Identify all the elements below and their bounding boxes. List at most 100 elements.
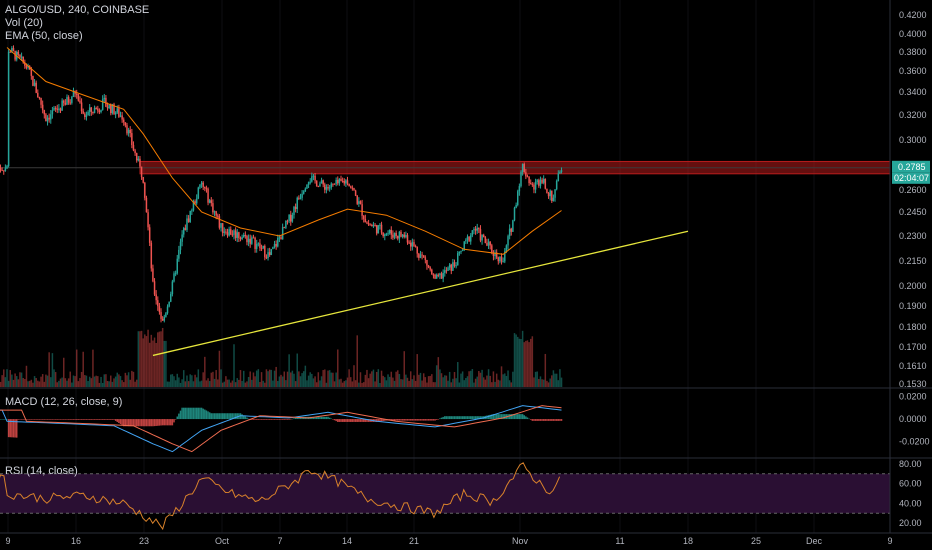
- price-pane[interactable]: [0, 0, 891, 533]
- last-price-label: 0.2785: [898, 162, 926, 172]
- volume-bar: [241, 380, 243, 387]
- macd-histogram-bar: [405, 419, 407, 421]
- volume-bar: [374, 381, 376, 387]
- candle-body: [398, 231, 401, 239]
- candle-body: [134, 150, 136, 154]
- volume-bar: [421, 380, 423, 387]
- candle-body: [356, 195, 358, 204]
- macd-histogram-bar: [445, 416, 448, 420]
- candle-body: [478, 227, 480, 230]
- macd-histogram-bar: [85, 419, 88, 420]
- macd-histogram-bar: [144, 419, 146, 427]
- volume-bar: [541, 379, 543, 387]
- volume-bar: [239, 370, 242, 387]
- volume-bar: [88, 376, 91, 387]
- volume-bar: [105, 374, 107, 387]
- macd-histogram-bar: [132, 419, 135, 427]
- volume-bar: [354, 380, 357, 387]
- candle-body: [244, 234, 247, 236]
- macd-histogram-bar: [447, 416, 449, 420]
- candle-body: [223, 231, 226, 233]
- macd-histogram-bar: [152, 419, 154, 427]
- volume-bar: [309, 372, 311, 387]
- candle-body: [72, 91, 75, 97]
- macd-histogram-bar: [230, 413, 232, 420]
- candle-body: [549, 190, 551, 197]
- macd-histogram-bar: [268, 419, 271, 420]
- volume-bar: [210, 372, 213, 387]
- macd-histogram-bar: [12, 419, 15, 438]
- volume-bar: [338, 379, 341, 387]
- macd-histogram-bar: [212, 413, 214, 420]
- candle-body: [528, 177, 530, 184]
- candle-body: [161, 318, 164, 321]
- volume-bar: [302, 371, 305, 387]
- volume-bar: [166, 381, 169, 387]
- candle-body: [301, 193, 303, 198]
- time-tick-label: 7: [277, 536, 282, 546]
- macd-histogram-bar: [457, 416, 459, 420]
- volume-bar: [507, 370, 509, 387]
- macd-histogram-bar: [286, 419, 289, 420]
- candle-body: [152, 268, 154, 282]
- volume-bar: [77, 381, 80, 387]
- macd-histogram-bar: [126, 419, 128, 427]
- volume-bar: [458, 382, 461, 387]
- volume-bar: [431, 374, 433, 387]
- macd-histogram-bar: [184, 407, 187, 420]
- macd-histogram-bar: [4, 419, 7, 420]
- macd-tick-label: -0.0200: [899, 437, 930, 447]
- volume-bar: [242, 370, 245, 387]
- macd-histogram-bar: [296, 417, 298, 420]
- candle-body: [246, 235, 248, 243]
- volume-bar: [54, 372, 57, 387]
- volume-bar: [200, 380, 203, 387]
- volume-bar: [291, 370, 294, 387]
- macd-pane[interactable]: [0, 405, 563, 453]
- volume-bar: [80, 371, 83, 387]
- macd-histogram-bar: [178, 413, 180, 420]
- volume-bar: [170, 374, 172, 387]
- macd-histogram-bar: [294, 417, 297, 420]
- candle-body: [429, 267, 431, 270]
- candle-body: [533, 184, 535, 190]
- macd-histogram-bar: [361, 419, 363, 422]
- candle-body: [90, 107, 93, 112]
- candle-body: [267, 252, 269, 259]
- macd-histogram-bar: [246, 417, 248, 420]
- candle-body: [103, 97, 106, 100]
- macd-histogram-bar: [419, 419, 422, 421]
- macd-histogram-bar: [421, 419, 423, 421]
- candle-body: [56, 108, 59, 110]
- volume-bar: [395, 371, 397, 387]
- volume-bar: [426, 382, 428, 387]
- candle-body: [210, 200, 213, 204]
- candle-body: [215, 211, 217, 216]
- volume-bar: [380, 370, 383, 387]
- candle-body: [189, 210, 191, 223]
- macd-histogram-bar: [191, 407, 193, 420]
- candle-body: [254, 237, 256, 249]
- macd-histogram-bar: [358, 419, 360, 422]
- candle-body: [481, 234, 483, 241]
- macd-histogram-bar: [518, 414, 521, 420]
- volume-bar: [508, 380, 511, 387]
- candle-body: [202, 182, 204, 187]
- candle-body: [349, 186, 352, 188]
- candle-body: [426, 259, 428, 266]
- volume-bar: [56, 382, 59, 387]
- macd-histogram-bar: [500, 414, 503, 420]
- candle-body: [160, 312, 162, 319]
- rsi-pane[interactable]: [0, 462, 890, 531]
- volume-bar: [275, 366, 277, 387]
- macd-histogram-bar: [247, 418, 250, 420]
- volume-bar: [14, 373, 16, 387]
- macd-histogram-bar: [121, 419, 123, 426]
- volume-bar: [233, 344, 235, 387]
- volume-bar: [398, 373, 401, 387]
- volume-bar: [25, 365, 28, 387]
- volume-bar: [489, 375, 491, 387]
- macd-histogram-bar: [46, 419, 49, 420]
- candle-body: [165, 313, 167, 317]
